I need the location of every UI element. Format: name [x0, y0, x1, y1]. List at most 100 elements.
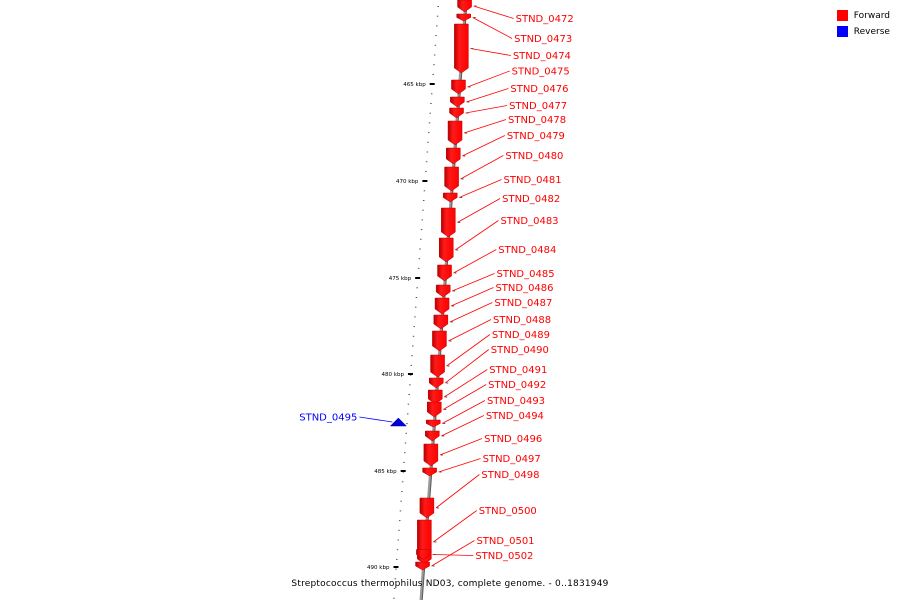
gene-label[interactable]: STND_0486 — [495, 283, 553, 294]
gene-arrow-forward[interactable] — [425, 430, 440, 442]
gene-arrow-forward[interactable] — [415, 561, 430, 571]
gene-label-connector — [448, 319, 492, 342]
gene-label[interactable]: STND_0494 — [486, 411, 544, 422]
gene-label-connector — [462, 135, 506, 157]
gene-label[interactable]: STND_0487 — [494, 298, 552, 309]
gene-label[interactable]: STND_0480 — [505, 151, 563, 162]
gene-label-connector — [467, 70, 510, 88]
gene-label[interactable]: STND_0496 — [484, 434, 542, 445]
gene-label-connector — [443, 384, 487, 410]
gene-label[interactable]: STND_0502 — [475, 551, 533, 562]
gene-arrow-forward[interactable] — [444, 166, 459, 192]
axis-tick-label: 480 kbp — [382, 372, 405, 378]
gene-label[interactable]: STND_0492 — [488, 380, 546, 391]
gene-label-connector — [466, 88, 509, 103]
gene-label-connector — [459, 179, 502, 198]
gene-arrow-forward[interactable] — [451, 79, 466, 95]
gene-label-connector — [470, 48, 511, 56]
gene-label[interactable]: STND_0485 — [496, 269, 554, 280]
gene-label-connector — [359, 416, 393, 423]
gene-label[interactable]: STND_0474 — [513, 51, 571, 62]
axis-tick-label: 475 kbp — [389, 276, 412, 282]
gene-arrow-forward[interactable] — [437, 264, 452, 282]
gene-label-connector — [457, 198, 501, 223]
gene-label[interactable]: STND_0493 — [487, 396, 545, 407]
gene-label-connector — [441, 415, 485, 437]
gene-label[interactable]: STND_0478 — [508, 115, 566, 126]
gene-label[interactable]: STND_0488 — [493, 315, 551, 326]
axis-tick-label: 465 kbp — [403, 82, 426, 88]
gene-arrow-forward[interactable] — [427, 389, 443, 405]
gene-arrow-forward[interactable] — [423, 443, 439, 467]
gene-arrow-forward[interactable] — [432, 330, 447, 352]
reverse-swatch — [836, 26, 848, 37]
gene-arrow-forward[interactable] — [449, 107, 464, 119]
gene-label[interactable]: STND_0498 — [481, 470, 539, 481]
forward-swatch — [836, 10, 848, 21]
gene-label[interactable]: STND_0482 — [502, 194, 560, 205]
gene-label-connector — [450, 287, 494, 307]
gene-arrow-forward[interactable] — [433, 314, 449, 330]
gene-label-connector — [445, 349, 490, 384]
gene-label[interactable]: STND_0473 — [514, 34, 572, 45]
gene-label-connector — [439, 438, 483, 456]
gene-label[interactable]: STND_0495 — [299, 413, 357, 424]
gene-label[interactable]: STND_0477 — [509, 101, 567, 112]
gene-label-connector — [465, 105, 508, 114]
gene-label[interactable]: STND_0483 — [500, 216, 558, 227]
gene-label-connector — [453, 249, 497, 274]
gene-arrow-forward[interactable] — [454, 23, 469, 74]
gene-label-connector — [449, 302, 493, 323]
gene-label-connector — [460, 155, 504, 180]
legend-label-reverse: Reverse — [853, 26, 890, 37]
gene-label[interactable]: STND_0479 — [507, 131, 565, 142]
gene-arrow-forward[interactable] — [441, 207, 456, 238]
gene-arrow-forward[interactable] — [419, 497, 435, 519]
gene-label-connector — [444, 369, 488, 398]
axis-tick-label: 490 kbp — [367, 565, 390, 571]
gene-label[interactable]: STND_0481 — [504, 175, 562, 186]
gene-label-connector — [473, 5, 514, 19]
gene-label-connector — [442, 400, 486, 424]
gene-label-connector — [432, 554, 474, 556]
gene-arrow-forward[interactable] — [425, 419, 441, 428]
gene-arrow-forward[interactable] — [429, 377, 444, 389]
gene-arrow-forward[interactable] — [416, 549, 431, 560]
gene-label[interactable]: STND_0484 — [498, 245, 556, 256]
gene-label[interactable]: STND_0501 — [476, 536, 534, 547]
gene-label-connector — [463, 119, 507, 134]
gene-arrow-forward[interactable] — [447, 120, 463, 146]
axis-tick-label: 470 kbp — [396, 179, 419, 185]
gene-label-connector — [455, 220, 499, 251]
gene-arrow-forward[interactable] — [434, 297, 450, 315]
gene-arrow-reverse[interactable] — [389, 417, 407, 427]
gene-label[interactable]: STND_0500 — [479, 506, 537, 517]
gene-arrow-forward[interactable] — [427, 401, 442, 418]
gene-label[interactable]: STND_0475 — [512, 67, 570, 78]
legend-item-reverse: Reverse — [836, 24, 890, 39]
gene-arrow-forward[interactable] — [439, 237, 454, 263]
gene-arrow-forward[interactable] — [456, 13, 471, 22]
gene-label[interactable]: STND_0489 — [492, 330, 550, 341]
gene-label[interactable]: STND_0476 — [510, 84, 568, 95]
gene-arrow-forward[interactable] — [430, 354, 445, 378]
gene-arrow-forward[interactable] — [457, 0, 472, 13]
gene-label-connector — [446, 334, 491, 367]
gene-label-connector — [433, 510, 477, 543]
legend: Forward Reverse — [836, 8, 890, 40]
gene-label[interactable]: STND_0491 — [489, 365, 547, 376]
gene-arrow-forward[interactable] — [442, 192, 458, 203]
gene-label[interactable]: STND_0490 — [491, 345, 549, 356]
gene-arrow-forward[interactable] — [422, 467, 437, 477]
gene-label-connector — [472, 17, 513, 39]
gene-arrow-forward[interactable] — [435, 284, 451, 298]
gene-arrow-forward[interactable] — [446, 147, 461, 165]
gene-label[interactable]: STND_0497 — [483, 454, 541, 465]
genome-caption: Streptococcus thermophilus ND03, complet… — [291, 579, 609, 589]
gene-label[interactable]: STND_0472 — [516, 14, 574, 25]
gene-label-connector — [438, 458, 481, 473]
gene-arrow-forward[interactable] — [450, 96, 465, 108]
axis-tick-label: 485 kbp — [374, 469, 397, 475]
legend-label-forward: Forward — [853, 10, 890, 21]
